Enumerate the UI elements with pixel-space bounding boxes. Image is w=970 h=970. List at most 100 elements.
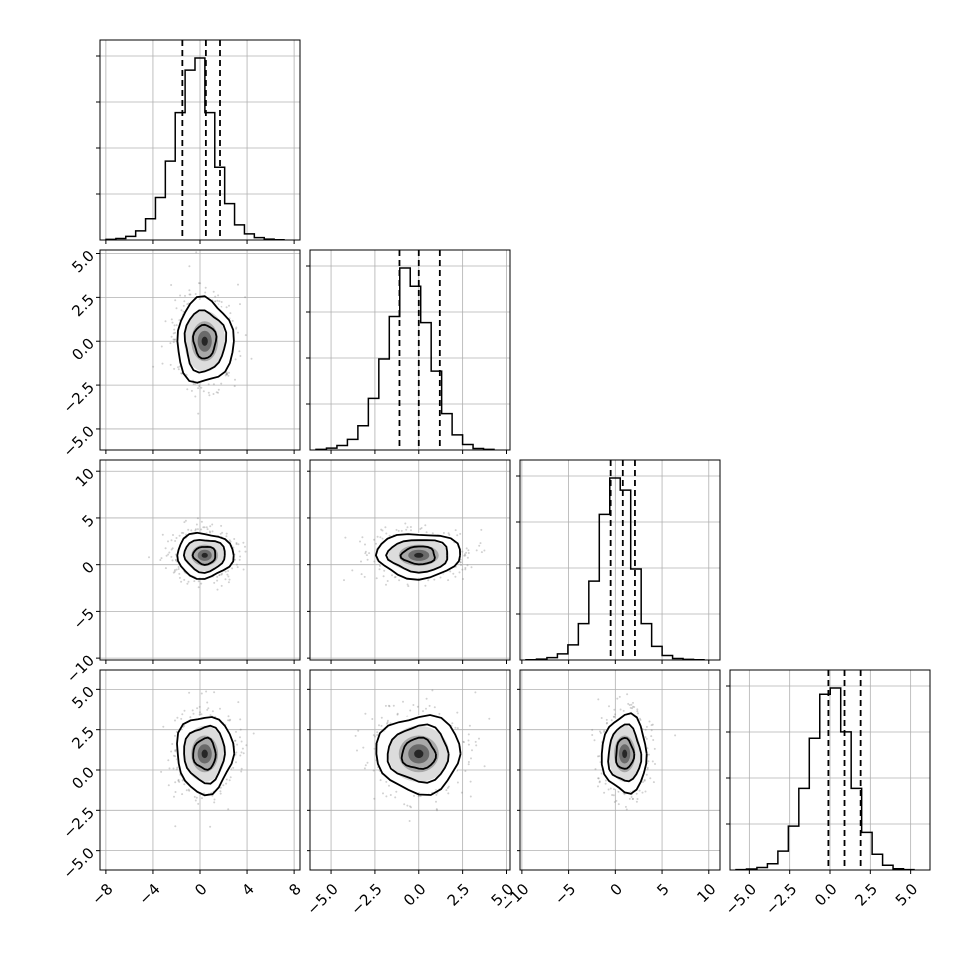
scatter-point bbox=[225, 371, 228, 374]
scatter-point bbox=[651, 760, 654, 763]
panel-1-1 bbox=[306, 249, 511, 454]
scatter-point bbox=[599, 732, 602, 734]
x-tick-label: −5.0 bbox=[722, 880, 760, 918]
scatter-point bbox=[406, 583, 409, 586]
scatter-point bbox=[174, 781, 177, 784]
contour-line bbox=[399, 545, 436, 566]
scatter-point bbox=[372, 769, 375, 772]
scatter-point bbox=[231, 567, 234, 570]
scatter-point bbox=[591, 728, 594, 731]
scatter-point bbox=[468, 724, 471, 727]
panel-content bbox=[730, 670, 930, 870]
scatter-point bbox=[213, 581, 216, 584]
scatter-point bbox=[219, 790, 222, 793]
scatter-point bbox=[404, 522, 407, 525]
scatter-point bbox=[642, 781, 644, 783]
panel-0-0 bbox=[96, 39, 301, 244]
scatter-point bbox=[177, 366, 179, 369]
scatter-point bbox=[650, 735, 653, 738]
scatter-point bbox=[395, 790, 398, 793]
scatter-point bbox=[445, 789, 448, 792]
scatter-point bbox=[613, 788, 615, 791]
scatter-point bbox=[197, 387, 200, 390]
scatter-point bbox=[194, 395, 197, 398]
scatter-point bbox=[204, 286, 207, 289]
scatter-point bbox=[447, 532, 450, 535]
scatter-point bbox=[619, 708, 622, 711]
scatter-point bbox=[219, 707, 221, 710]
scatter-point bbox=[229, 540, 232, 543]
scatter-point bbox=[386, 580, 389, 582]
contour-line bbox=[176, 716, 236, 797]
scatter-point bbox=[184, 519, 187, 522]
scatter-point bbox=[384, 704, 387, 707]
scatter-point bbox=[172, 754, 175, 757]
scatter-point bbox=[227, 581, 230, 584]
density-level bbox=[414, 552, 424, 558]
scatter-point bbox=[172, 341, 175, 344]
scatter-point bbox=[617, 803, 620, 806]
scatter-point bbox=[164, 547, 167, 550]
density-level bbox=[201, 749, 208, 759]
scatter-point bbox=[636, 710, 639, 713]
scatter-point bbox=[424, 524, 427, 527]
scatter-point bbox=[200, 713, 203, 716]
scatter-point bbox=[343, 579, 345, 582]
scatter-point bbox=[229, 776, 232, 779]
scatter-point bbox=[363, 575, 366, 578]
x-tick-label: −5.0 bbox=[303, 880, 341, 918]
scatter-point bbox=[395, 528, 398, 531]
scatter-point bbox=[167, 540, 169, 543]
histogram-step bbox=[735, 687, 915, 870]
scatter-point bbox=[194, 293, 197, 295]
scatter-point bbox=[626, 693, 629, 696]
scatter-point bbox=[172, 332, 175, 335]
scatter-point bbox=[639, 719, 642, 721]
scatter-point bbox=[196, 707, 199, 710]
y-tick-label: −5 bbox=[70, 605, 98, 633]
scatter-point bbox=[148, 556, 150, 559]
scatter-point bbox=[206, 708, 209, 711]
scatter-point bbox=[409, 709, 412, 712]
scatter-point bbox=[218, 300, 221, 303]
scatter-point bbox=[198, 713, 201, 716]
scatter-point bbox=[474, 740, 477, 743]
scatter-point bbox=[613, 708, 616, 711]
scatter-point bbox=[176, 766, 179, 769]
scatter-point bbox=[674, 734, 677, 737]
scatter-point bbox=[167, 553, 170, 556]
scatter-point bbox=[219, 532, 222, 535]
scatter-point bbox=[167, 759, 170, 762]
scatter-point bbox=[466, 556, 469, 559]
histogram-step bbox=[105, 57, 285, 240]
scatter-point bbox=[376, 535, 379, 538]
scatter-point bbox=[176, 716, 179, 719]
scatter-point bbox=[410, 529, 412, 532]
scatter-point bbox=[416, 705, 419, 708]
y-tick-label: 5.0 bbox=[68, 247, 98, 277]
scatter-point bbox=[198, 711, 201, 714]
scatter-point bbox=[396, 713, 399, 716]
scatter-point bbox=[378, 724, 380, 727]
scatter-point bbox=[645, 725, 648, 728]
scatter-point bbox=[452, 572, 455, 575]
scatter-point bbox=[229, 718, 232, 721]
scatter-point bbox=[161, 533, 164, 536]
scatter-point bbox=[447, 579, 450, 582]
scatter-point bbox=[235, 326, 238, 329]
scatter-point bbox=[388, 705, 391, 708]
scatter-point bbox=[461, 568, 464, 571]
scatter-point bbox=[209, 525, 212, 528]
scatter-point bbox=[200, 528, 203, 531]
x-tick-label: 0 bbox=[607, 880, 626, 899]
scatter-point bbox=[160, 770, 163, 773]
scatter-point bbox=[174, 755, 177, 758]
scatter-point bbox=[209, 714, 212, 717]
scatter-point bbox=[171, 321, 174, 324]
y-tick-label: 5 bbox=[79, 511, 98, 530]
scatter-point bbox=[174, 791, 177, 793]
scatter-point bbox=[188, 289, 191, 292]
scatter-point bbox=[389, 794, 392, 796]
scatter-point bbox=[226, 373, 228, 376]
